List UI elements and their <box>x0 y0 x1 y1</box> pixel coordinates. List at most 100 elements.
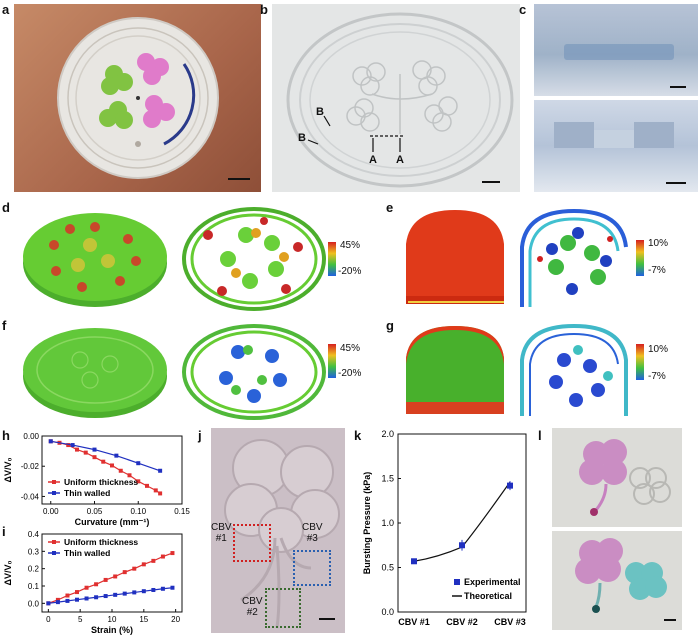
data-point <box>136 461 141 466</box>
data-point <box>136 479 141 484</box>
simulation-bent-e <box>406 210 504 304</box>
data-point <box>507 482 513 489</box>
photo-device-closeup: B B A A <box>272 4 520 192</box>
colorbar-f-max: 45% <box>340 343 361 354</box>
x-tick-label: 10 <box>108 615 117 624</box>
x-tick-label: CBV #2 <box>446 617 478 627</box>
data-point <box>145 483 149 488</box>
data-point <box>55 600 60 605</box>
legend-label: Uniform thickness <box>64 477 138 487</box>
panel-label-l: l <box>538 428 542 443</box>
x-tick-label: 15 <box>139 615 148 624</box>
cbv2-box <box>265 588 301 628</box>
colorbar-e-max: 10% <box>648 238 669 249</box>
x-tick-label: CBV #1 <box>398 617 430 627</box>
cbv1-label: CBV #1 <box>211 522 232 544</box>
y-tick-label: 1.0 <box>381 518 394 528</box>
simulation-channels-f <box>182 324 326 420</box>
device-illustration <box>57 17 219 179</box>
simulation-disc-d <box>23 213 167 307</box>
legend-label: Thin walled <box>64 488 110 498</box>
legend-marker <box>52 540 56 544</box>
data-point <box>153 488 158 493</box>
colorbar-f-min: -20% <box>338 368 362 379</box>
photo-valves-filling-bottom <box>552 531 682 630</box>
x-tick-label: CBV #3 <box>494 617 526 627</box>
x-axis-label: Curvature (mm⁻¹) <box>75 517 150 527</box>
data-point <box>141 589 146 594</box>
simulation-disc-f <box>23 328 167 418</box>
panel-label-g: g <box>386 318 394 333</box>
legend-marker <box>52 480 56 484</box>
data-point <box>92 455 97 460</box>
panel-label-f: f <box>2 318 7 333</box>
data-point <box>170 585 175 590</box>
scale-bar <box>666 182 686 184</box>
x-tick-label: 20 <box>171 615 180 624</box>
x-tick-label: 0.15 <box>174 507 190 516</box>
colorbar-e-min: -7% <box>648 265 666 276</box>
y-tick-label: 0.3 <box>28 547 40 556</box>
panel-label-j: j <box>198 428 202 443</box>
y-tick-label: 0.4 <box>28 530 40 539</box>
data-point <box>94 595 99 600</box>
simulation-channels-d <box>182 207 326 311</box>
cbv1-box <box>233 524 271 562</box>
data-point <box>103 594 108 599</box>
data-point <box>46 601 51 606</box>
panel-label-e: e <box>386 200 394 215</box>
data-point <box>114 453 119 458</box>
data-point <box>70 443 75 448</box>
photo-device-on-hand <box>14 4 261 192</box>
data-point <box>84 585 89 590</box>
data-point <box>113 592 118 597</box>
data-point <box>101 459 106 464</box>
panel-label-d: d <box>2 200 10 215</box>
x-tick-label: 5 <box>78 615 83 624</box>
y-tick-label: 0.2 <box>28 565 40 574</box>
simulation-bent-channels-g <box>520 323 628 416</box>
data-point <box>65 593 70 598</box>
device-microstructure <box>286 12 514 188</box>
legend-label: Experimental <box>464 577 521 587</box>
data-point <box>122 591 127 596</box>
y-tick-label: -0.04 <box>21 492 40 501</box>
data-point <box>113 574 118 579</box>
legend-label: Uniform thickness <box>64 537 138 547</box>
colorbar-d-min: -20% <box>338 266 362 277</box>
data-point <box>411 558 417 565</box>
scale-bar <box>319 618 335 620</box>
marker-b-lower: B <box>298 132 306 144</box>
data-point <box>170 551 175 556</box>
legend-label: Theoretical <box>464 591 512 601</box>
legend-marker <box>52 491 56 495</box>
y-axis-label: ΔV/V₀ <box>3 457 13 482</box>
data-point <box>65 598 70 603</box>
x-tick-label: 0.10 <box>130 507 146 516</box>
photo-cbv-valves <box>211 428 345 633</box>
y-tick-label: 1.5 <box>381 474 394 484</box>
scale-bar <box>482 181 500 183</box>
colorbar-d-max: 45% <box>340 240 361 251</box>
colorbar-g-min: -7% <box>648 371 666 382</box>
data-point <box>94 582 99 587</box>
scale-bar <box>228 178 250 180</box>
series-line-1 <box>50 440 161 472</box>
simulation-bent-channels-e <box>520 208 628 307</box>
y-tick-label: -0.02 <box>21 462 40 471</box>
data-point <box>55 597 60 602</box>
data-point <box>160 554 165 559</box>
cbv3-label: CBV #3 <box>302 522 323 544</box>
data-point <box>75 597 79 602</box>
legend-label: Thin walled <box>64 548 110 558</box>
x-tick-label: 0.00 <box>43 507 59 516</box>
panel-label-b: b <box>260 2 268 17</box>
data-point <box>151 558 156 563</box>
y-tick-label: 0.5 <box>381 563 394 573</box>
flowers-pink-white <box>579 439 671 516</box>
colorbar-g-max: 10% <box>648 344 669 355</box>
photo-cross-section-top <box>534 4 698 96</box>
y-tick-label: 2.0 <box>381 429 394 439</box>
plot-frame <box>41 435 183 505</box>
colorbar-d <box>328 242 336 276</box>
